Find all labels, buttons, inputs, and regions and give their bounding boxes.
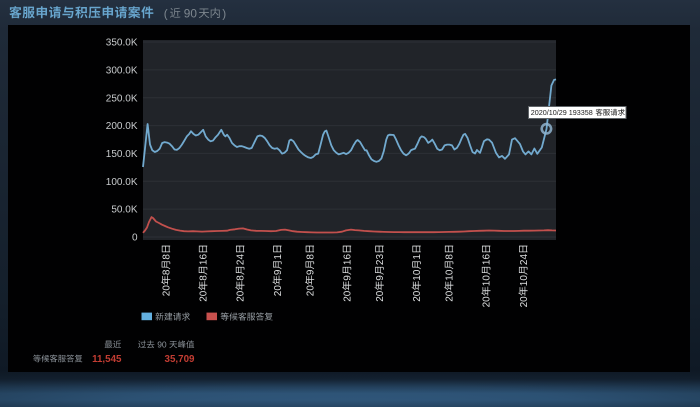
svg-text:20: 20 bbox=[343, 290, 354, 302]
svg-text:9: 9 bbox=[305, 269, 316, 275]
svg-text:20: 20 bbox=[482, 296, 493, 308]
svg-text:9: 9 bbox=[375, 275, 386, 281]
svg-text:150.0K: 150.0K bbox=[106, 149, 138, 160]
svg-text:10: 10 bbox=[412, 269, 423, 281]
svg-text:350.0K: 350.0K bbox=[106, 38, 138, 49]
svg-text:50.0K: 50.0K bbox=[111, 205, 137, 216]
svg-text:8: 8 bbox=[445, 254, 456, 260]
svg-text:8: 8 bbox=[236, 275, 247, 281]
svg-text:16: 16 bbox=[482, 254, 493, 266]
svg-text:20: 20 bbox=[162, 285, 173, 297]
svg-text:20: 20 bbox=[445, 290, 456, 302]
svg-text:(: ( bbox=[164, 6, 168, 20]
svg-text:250.0K: 250.0K bbox=[106, 93, 138, 104]
svg-text:24: 24 bbox=[519, 254, 530, 266]
svg-text:9: 9 bbox=[343, 275, 354, 281]
svg-text:1: 1 bbox=[412, 254, 423, 260]
svg-text:200.0K: 200.0K bbox=[106, 121, 138, 132]
svg-text:90: 90 bbox=[184, 6, 198, 20]
svg-text:90: 90 bbox=[157, 340, 167, 350]
svg-text:35,709: 35,709 bbox=[165, 354, 196, 365]
svg-text:20: 20 bbox=[305, 285, 316, 297]
svg-text:2020/10/29 193358: 2020/10/29 193358 bbox=[531, 108, 593, 117]
svg-text:100.0K: 100.0K bbox=[106, 177, 138, 188]
svg-text:16: 16 bbox=[343, 254, 354, 266]
svg-text:23: 23 bbox=[375, 254, 386, 266]
svg-text:20: 20 bbox=[412, 290, 423, 302]
svg-text:11,545: 11,545 bbox=[92, 354, 122, 365]
svg-text:8: 8 bbox=[162, 254, 173, 260]
svg-text:20: 20 bbox=[519, 296, 530, 308]
svg-text:0: 0 bbox=[132, 233, 138, 244]
svg-text:20: 20 bbox=[199, 290, 210, 302]
svg-text:8: 8 bbox=[305, 254, 316, 260]
svg-text:9: 9 bbox=[273, 269, 284, 275]
svg-text:10: 10 bbox=[519, 275, 530, 287]
svg-text:1: 1 bbox=[273, 254, 284, 260]
svg-text:8: 8 bbox=[162, 269, 173, 275]
svg-text:20: 20 bbox=[375, 290, 386, 302]
svg-text:300.0K: 300.0K bbox=[106, 66, 138, 77]
svg-text:20: 20 bbox=[236, 290, 247, 302]
svg-text:10: 10 bbox=[482, 275, 493, 287]
svg-text:10: 10 bbox=[445, 269, 456, 281]
svg-text:24: 24 bbox=[236, 254, 247, 266]
svg-text:8: 8 bbox=[199, 275, 210, 281]
svg-text:20: 20 bbox=[273, 285, 284, 297]
svg-text:16: 16 bbox=[199, 254, 210, 266]
svg-text:): ) bbox=[222, 6, 226, 20]
